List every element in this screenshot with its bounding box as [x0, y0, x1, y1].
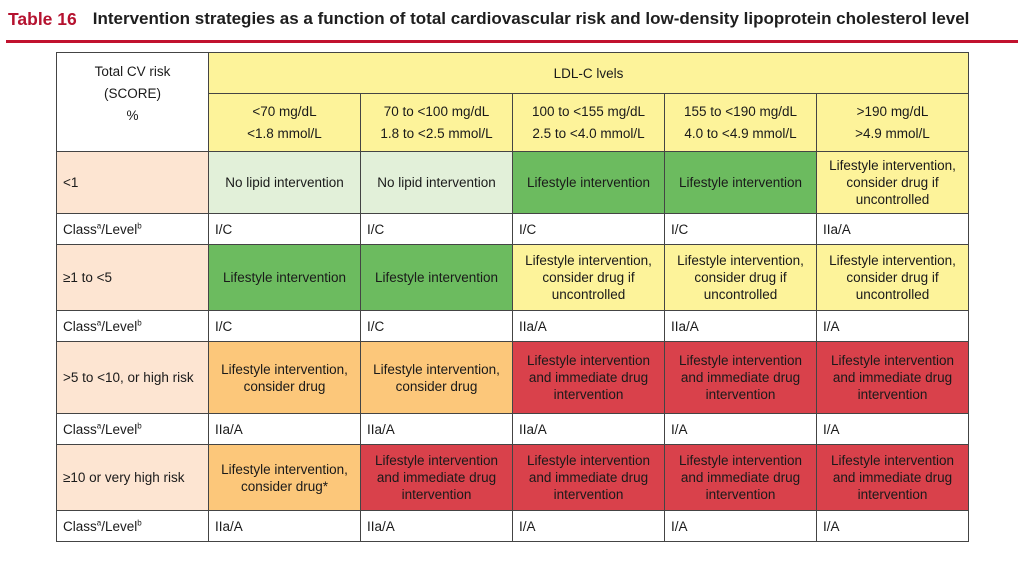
intervention-cell: Lifestyle intervention — [208, 244, 361, 311]
ldl-column-header: <70 mg/dL <1.8 mmol/L — [208, 93, 361, 152]
class-level-label: Classa/Levelb — [56, 413, 209, 445]
class-level-value: IIa/A — [208, 413, 361, 445]
risk-header-line3: % — [126, 108, 139, 123]
ldl-range-mgdl: >190 mg/dL — [856, 103, 929, 119]
risk-header-line1: Total CV risk — [94, 64, 171, 79]
class-word: Class — [63, 518, 97, 534]
intervention-cell: Lifestyle intervention, consider drug — [208, 341, 361, 414]
ldl-range-mgdl: 155 to <190 mg/dL — [684, 103, 797, 119]
ldl-header: LDL-C lvels — [208, 52, 969, 94]
class-word: Class — [63, 221, 97, 237]
intervention-cell: Lifestyle intervention, consider drug* — [208, 444, 361, 511]
risk-category: <1 — [56, 151, 209, 214]
class-level-row: Classa/Levelb IIa/A IIa/A IIa/A I/A I/A — [56, 413, 969, 445]
level-word: /Level — [101, 318, 138, 334]
class-word: Class — [63, 421, 97, 437]
risk-header-line2: (SCORE) — [104, 86, 161, 101]
risk-category: ≥1 to <5 — [56, 244, 209, 311]
intervention-cell: Lifestyle intervention, consider drug if… — [816, 151, 969, 214]
intervention-cell: Lifestyle intervention and immediate dru… — [664, 444, 817, 511]
intervention-cell: Lifestyle intervention and immediate dru… — [816, 444, 969, 511]
risk-row: ≥10 or very high risk Lifestyle intervent… — [56, 444, 969, 511]
class-sup-a: a — [96, 221, 102, 230]
intervention-cell: Lifestyle intervention and immediate dru… — [816, 341, 969, 414]
risk-row: <1 No lipid intervention No lipid interven… — [56, 151, 969, 214]
ldl-column-header: 100 to <155 mg/dL 2.5 to <4.0 mmol/L — [512, 93, 665, 152]
class-level-value: I/C — [360, 213, 513, 245]
level-word: /Level — [101, 221, 138, 237]
risk-category: ≥10 or very high risk — [56, 444, 209, 511]
level-sup-b: b — [137, 221, 142, 230]
intervention-cell: Lifestyle intervention, consider drug if… — [816, 244, 969, 311]
class-level-value: I/A — [664, 413, 817, 445]
intervention-cell: Lifestyle intervention and immediate dru… — [360, 444, 513, 511]
ldl-column-header: 155 to <190 mg/dL 4.0 to <4.9 mmol/L — [664, 93, 817, 152]
intervention-cell: Lifestyle intervention and immediate dru… — [664, 341, 817, 414]
intervention-cell: Lifestyle intervention — [512, 151, 665, 214]
class-level-row: Classa/Levelb I/C I/C IIa/A IIa/A I/A — [56, 310, 969, 342]
class-level-value: IIa/A — [512, 413, 665, 445]
class-level-value: I/A — [512, 510, 665, 542]
intervention-cell: Lifestyle intervention, consider drug — [360, 341, 513, 414]
intervention-cell: Lifestyle intervention and immediate dru… — [512, 444, 665, 511]
ldl-column-header: 70 to <100 mg/dL 1.8 to <2.5 mmol/L — [360, 93, 513, 152]
class-level-value: I/C — [208, 213, 361, 245]
class-level-label: Classa/Levelb — [56, 510, 209, 542]
level-word: /Level — [101, 518, 138, 534]
class-level-value: IIa/A — [512, 310, 665, 342]
class-level-value: I/C — [360, 310, 513, 342]
ldl-range-mgdl: 100 to <155 mg/dL — [532, 103, 645, 119]
class-level-row: Classa/Levelb IIa/A IIa/A I/A I/A I/A — [56, 510, 969, 542]
intervention-cell: Lifestyle intervention — [664, 151, 817, 214]
class-level-label: Classa/Levelb — [56, 310, 209, 342]
class-level-value: IIa/A — [664, 310, 817, 342]
risk-row: >5 to <10, or high risk Lifestyle interve… — [56, 341, 969, 414]
risk-category: >5 to <10, or high risk — [56, 341, 209, 414]
class-level-value: IIa/A — [360, 413, 513, 445]
table-title: Intervention strategies as a function of… — [92, 9, 970, 28]
intervention-cell: Lifestyle intervention — [360, 244, 513, 311]
table-caption: Table 16 Intervention strategies as a fu… — [8, 4, 1022, 34]
level-sup-b: b — [137, 318, 142, 327]
intervention-cell: Lifestyle intervention, consider drug if… — [512, 244, 665, 311]
class-level-label: Classa/Levelb — [56, 213, 209, 245]
ldl-range-mmol: <1.8 mmol/L — [247, 125, 322, 141]
ldl-range-mgdl: 70 to <100 mg/dL — [383, 103, 490, 119]
intervention-cell: No lipid intervention — [360, 151, 513, 214]
class-sup-a: a — [96, 318, 102, 327]
class-level-value: I/A — [816, 413, 969, 445]
title-rule — [6, 40, 1018, 43]
ldl-column-headers: <70 mg/dL <1.8 mmol/L 70 to <100 mg/dL 1.8 … — [57, 93, 969, 152]
class-level-value: IIa/A — [816, 213, 969, 245]
class-level-value: I/A — [816, 510, 969, 542]
class-level-row: Classa/Levelb I/C I/C I/C I/C IIa/A — [56, 213, 969, 245]
level-sup-b: b — [137, 518, 142, 527]
class-level-value: I/C — [512, 213, 665, 245]
intervention-table: Total CV risk (SCORE) % LDL-C lvels <70 … — [56, 52, 969, 542]
class-sup-a: a — [96, 518, 102, 527]
ldl-range-mmol: 4.0 to <4.9 mmol/L — [684, 125, 797, 141]
class-level-value: IIa/A — [360, 510, 513, 542]
ldl-range-mgdl: <70 mg/dL — [252, 103, 317, 119]
class-level-value: IIa/A — [208, 510, 361, 542]
risk-column-header: Total CV risk (SCORE) % — [56, 52, 209, 152]
class-level-value: I/C — [208, 310, 361, 342]
intervention-cell: No lipid intervention — [208, 151, 361, 214]
ldl-range-mmol: 2.5 to <4.0 mmol/L — [532, 125, 645, 141]
level-sup-b: b — [137, 421, 142, 430]
risk-row: ≥1 to <5 Lifestyle intervention Lifestyle … — [56, 244, 969, 311]
ldl-column-header: >190 mg/dL >4.9 mmol/L — [816, 93, 969, 152]
class-level-value: I/A — [664, 510, 817, 542]
class-sup-a: a — [96, 421, 102, 430]
ldl-range-mmol: >4.9 mmol/L — [855, 125, 930, 141]
intervention-cell: Lifestyle intervention, consider drug if… — [664, 244, 817, 311]
ldl-range-mmol: 1.8 to <2.5 mmol/L — [380, 125, 493, 141]
level-word: /Level — [101, 421, 138, 437]
class-level-value: I/C — [664, 213, 817, 245]
intervention-cell: Lifestyle intervention and immediate dru… — [512, 341, 665, 414]
class-word: Class — [63, 318, 97, 334]
table-number: Table 16 — [8, 8, 77, 29]
class-level-value: I/A — [816, 310, 969, 342]
